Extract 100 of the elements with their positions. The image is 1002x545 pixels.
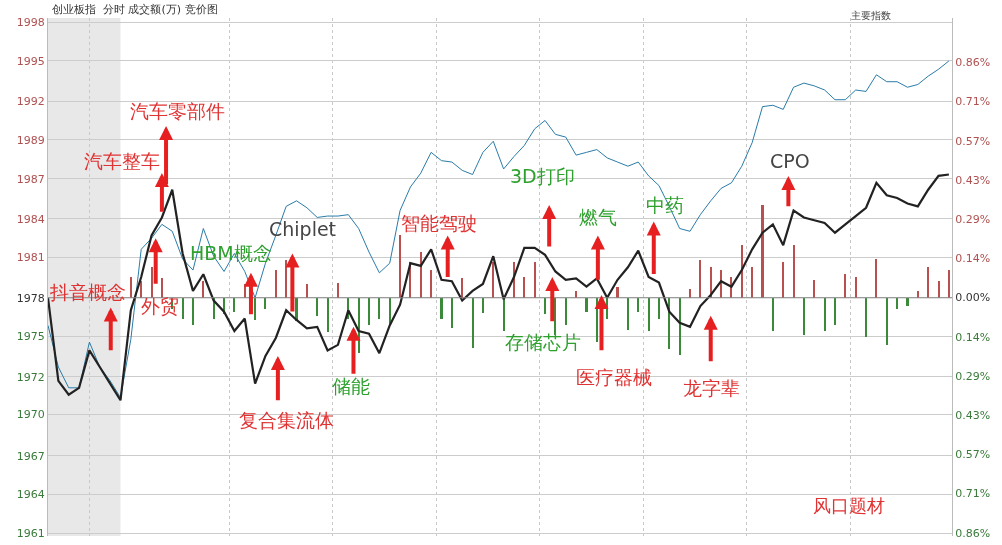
line-series <box>48 60 950 398</box>
bar <box>182 298 184 319</box>
y-tick-label: 1972 <box>16 370 45 384</box>
bar <box>658 298 660 319</box>
y-tick-label: 1989 <box>16 133 45 147</box>
chart-title: 创业板指 分时 成交额(万) 竞价图 <box>52 2 218 16</box>
bar <box>627 298 629 330</box>
y-tick-label: 1995 <box>16 54 45 68</box>
bar <box>679 298 681 355</box>
bar <box>368 298 370 325</box>
bar <box>699 260 701 298</box>
bar <box>482 298 484 313</box>
y2-tick-label: 0.29% <box>955 369 991 383</box>
bar <box>565 298 567 325</box>
y-tick-label: 1981 <box>16 251 45 265</box>
bar <box>886 298 888 345</box>
bar <box>585 298 588 312</box>
bar <box>327 298 329 332</box>
annotation: 存储芯片 <box>505 331 581 353</box>
bar <box>948 270 950 298</box>
y2-tick-label: 0.86% <box>955 526 991 540</box>
bar <box>793 245 795 298</box>
bar <box>927 267 929 298</box>
bar <box>751 267 753 298</box>
y-tick-label: 1998 <box>16 16 45 30</box>
y2-tick-label: 0.00% <box>955 291 991 305</box>
bar <box>834 298 836 325</box>
y2-tick-label: 0.43% <box>955 408 991 422</box>
bar <box>813 280 815 298</box>
bar <box>844 274 846 298</box>
bar <box>772 298 774 331</box>
bar <box>668 298 670 349</box>
y2-tick-label: 0.57% <box>955 134 991 148</box>
bar <box>938 281 940 298</box>
y-tick-label: 1992 <box>16 94 45 108</box>
bar <box>389 298 391 324</box>
bar <box>316 298 318 316</box>
y2-tick-label: 0.14% <box>955 330 991 344</box>
bar <box>761 205 764 298</box>
annotation: 医疗器械 <box>576 366 652 388</box>
bar <box>782 262 784 298</box>
annotation: 汽车整车 <box>84 150 160 172</box>
bar <box>492 262 494 298</box>
y2-tick-label: 0.14% <box>955 252 991 266</box>
bar <box>875 259 877 298</box>
bar <box>337 283 339 298</box>
bar <box>161 278 163 298</box>
annotation: 龙字辈 <box>683 377 740 399</box>
y2-tick-label: 0.57% <box>955 448 991 462</box>
bar <box>906 298 909 306</box>
bar <box>472 298 474 348</box>
annotation: CPO <box>770 150 810 172</box>
annotation: 储能 <box>332 375 370 397</box>
y-tick-label: 1984 <box>16 212 45 226</box>
y-tick-label: 1970 <box>16 407 45 421</box>
bar <box>399 235 401 298</box>
annotation: 智能驾驶 <box>401 212 477 234</box>
annotation: 燃气 <box>579 206 617 228</box>
bar <box>275 270 277 298</box>
y2-tick-label: 0.29% <box>955 213 991 227</box>
bar <box>896 298 898 309</box>
bar <box>534 262 536 298</box>
y-tick-label: 1961 <box>16 527 45 541</box>
y-tick-label: 1987 <box>16 172 45 186</box>
bar <box>440 298 443 319</box>
bar <box>130 277 132 298</box>
y2-tick-label: 0.43% <box>955 173 991 187</box>
bar <box>285 260 287 298</box>
bar <box>192 298 194 325</box>
bar <box>544 298 546 314</box>
bar <box>420 252 422 298</box>
bar <box>616 287 619 298</box>
y-tick-label: 1978 <box>16 291 45 305</box>
y2-tick-label: 0.86% <box>955 56 991 70</box>
bar <box>306 284 308 298</box>
bar <box>430 270 432 298</box>
bar <box>202 281 204 298</box>
bar <box>865 298 867 337</box>
bar <box>803 298 805 335</box>
bar <box>451 298 453 328</box>
bar <box>824 298 826 331</box>
annotation: 外贸 <box>141 295 179 317</box>
y-tick-label: 1975 <box>16 330 45 344</box>
bar <box>648 298 650 331</box>
y2-tick-label: 0.71% <box>955 95 991 109</box>
annotation: 汽车零部件 <box>130 100 225 122</box>
bar <box>503 298 505 331</box>
bar <box>461 278 463 298</box>
annotation: 主要指数 <box>851 10 891 21</box>
bar <box>523 277 525 298</box>
annotation: 风口题材 <box>813 495 885 516</box>
bar <box>378 298 380 319</box>
y2-tick-label: 0.71% <box>955 487 991 501</box>
annotation: 复合集流体 <box>239 409 334 431</box>
bar <box>264 298 266 309</box>
bar <box>855 277 857 298</box>
annotation: 抖音概念 <box>49 281 126 303</box>
y-tick-label: 1967 <box>16 449 45 463</box>
annotation: 3D打印 <box>510 165 575 187</box>
bar <box>233 298 235 312</box>
